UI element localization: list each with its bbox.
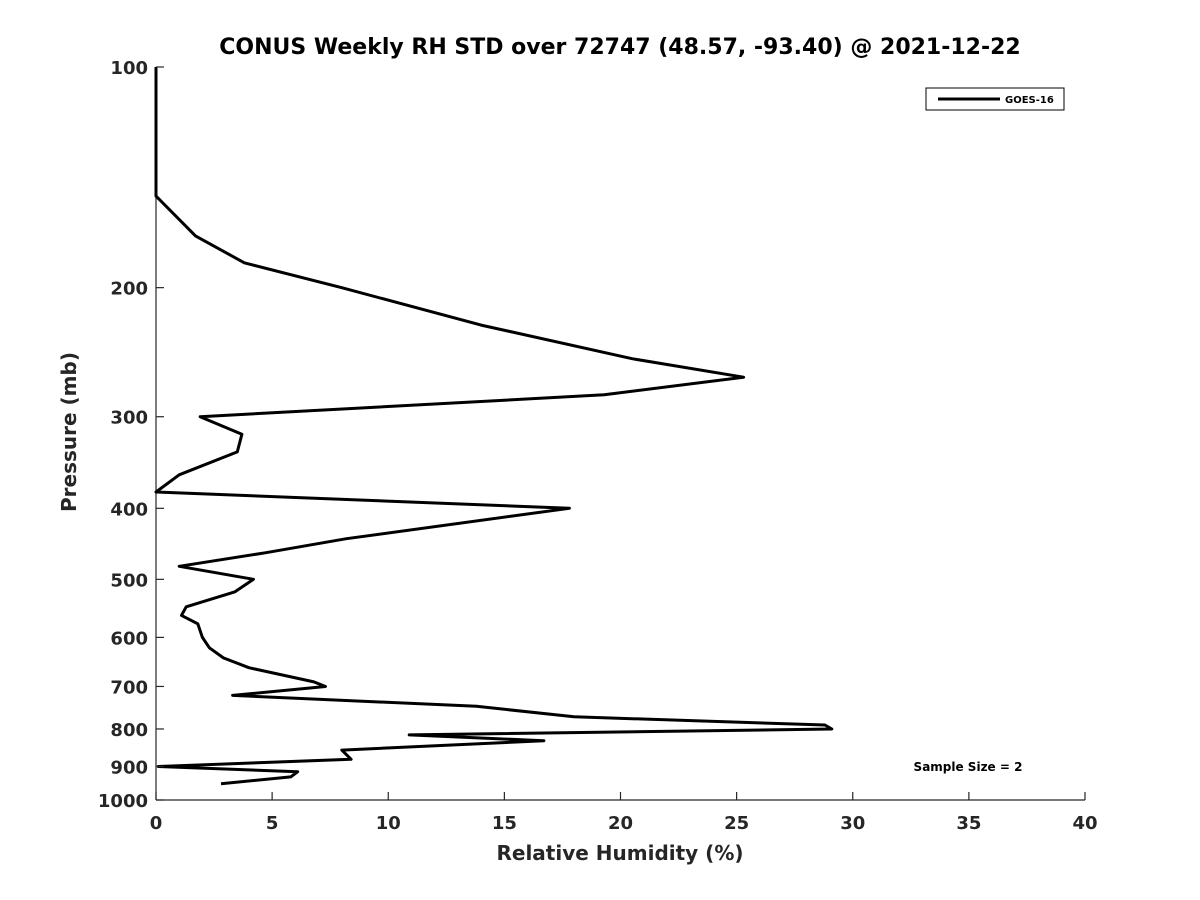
y-axis-ticks: 100 200 300 400 500 600 700 800 900 1000 — [98, 58, 164, 812]
x-axis-label: Relative Humidity (%) — [496, 841, 743, 865]
plot-area — [154, 67, 1085, 801]
x-tick-label: 35 — [956, 813, 981, 834]
y-tick-label: 100 — [110, 58, 148, 79]
y-tick-label: 900 — [110, 757, 148, 778]
x-tick-label: 0 — [150, 813, 163, 834]
y-tick-label: 700 — [110, 677, 148, 698]
x-tick-label: 20 — [608, 813, 633, 834]
y-tick-label: 300 — [110, 408, 148, 429]
x-tick-label: 10 — [376, 813, 401, 834]
legend: GOES-16 — [925, 87, 1065, 111]
y-tick-label: 400 — [110, 499, 148, 520]
x-tick-label: 25 — [724, 813, 749, 834]
chart-title: CONUS Weekly RH STD over 72747 (48.57, -… — [219, 35, 1020, 60]
y-tick-label: 500 — [110, 570, 148, 591]
y-tick-label: 1000 — [98, 791, 148, 812]
x-tick-label: 15 — [492, 813, 517, 834]
series-line-0 — [154, 67, 834, 786]
y-tick-label: 600 — [110, 628, 148, 649]
x-tick-label: 30 — [840, 813, 865, 834]
sample-size-annotation: Sample Size = 2 — [914, 760, 1023, 774]
y-tick-label: 200 — [110, 279, 148, 300]
y-axis-label: Pressure (mb) — [57, 352, 81, 512]
legend-label: GOES-16 — [1005, 95, 1054, 106]
x-tick-label: 5 — [266, 813, 279, 834]
y-tick-label: 800 — [110, 720, 148, 741]
x-axis-ticks: 0 5 10 15 20 25 30 35 40 — [150, 792, 1098, 834]
x-tick-label: 40 — [1072, 813, 1097, 834]
